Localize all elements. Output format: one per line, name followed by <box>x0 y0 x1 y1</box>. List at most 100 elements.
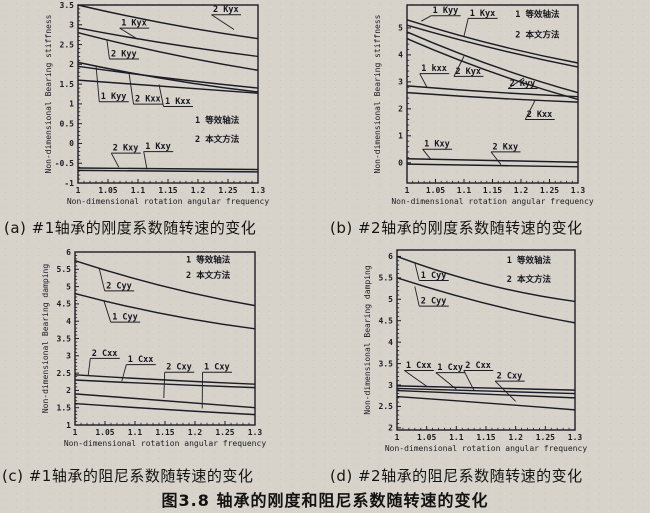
svg-text:1.25: 1.25 <box>215 428 234 437</box>
svg-text:Non-dimensional Bearing stiffn: Non-dimensional Bearing stiffness <box>373 14 382 173</box>
svg-text:Non-dimensional Bearing stiffn: Non-dimensional Bearing stiffness <box>44 14 53 173</box>
svg-text:6: 6 <box>66 248 71 257</box>
svg-text:4.5: 4.5 <box>379 317 394 326</box>
chart-d-panel: 1 1.05 1.1 1.15 1.2 1.25 1.3 6 5.5 5 4.5 4 3.5 3 2.5 2 1… <box>325 240 650 462</box>
svg-text:4.5: 4.5 <box>57 300 72 309</box>
svg-text:5: 5 <box>388 295 393 304</box>
svg-text:3.5: 3.5 <box>57 334 72 343</box>
svg-text:Non-dimensional rotation angul: Non-dimensional rotation angular frequen… <box>385 444 587 453</box>
svg-text:1 等效轴法: 1 等效轴法 <box>515 9 560 20</box>
svg-text:0.5: 0.5 <box>60 119 75 128</box>
svg-text:1 等效轴法: 1 等效轴法 <box>507 255 552 266</box>
chart-b-plot: 1 1.05 1.1 1.15 1.2 1.25 1.3 5 4 3 2 1 0 1 Kyy 1 Kyx 1 … <box>373 4 594 206</box>
svg-text:0: 0 <box>398 159 403 168</box>
svg-text:1: 1 <box>66 421 71 430</box>
svg-text:1.15: 1.15 <box>158 186 177 195</box>
svg-text:5: 5 <box>66 282 71 291</box>
svg-text:2 Kyx: 2 Kyx <box>213 5 239 15</box>
svg-text:5: 5 <box>398 24 403 33</box>
svg-text:2.5: 2.5 <box>57 369 72 378</box>
svg-text:Non-dimensional rotation angul: Non-dimensional rotation angular frequen… <box>67 197 269 206</box>
svg-text:1: 1 <box>73 428 78 437</box>
caption-chart-d: (d) #2轴承的阻尼系数随转速的变化 <box>330 467 583 485</box>
svg-text:1: 1 <box>395 433 400 442</box>
svg-text:2 Cxx: 2 Cxx <box>465 361 491 371</box>
svg-text:2: 2 <box>66 386 71 395</box>
svg-text:1.15: 1.15 <box>476 433 495 442</box>
svg-text:2: 2 <box>69 60 74 69</box>
svg-text:1 Kyx: 1 Kyx <box>470 9 496 19</box>
svg-text:1.05: 1.05 <box>426 186 445 195</box>
svg-text:3.5: 3.5 <box>379 359 394 368</box>
svg-text:1.1: 1.1 <box>128 428 143 437</box>
svg-text:1 Cyy: 1 Cyy <box>112 312 138 322</box>
svg-text:3.5: 3.5 <box>60 1 75 10</box>
svg-text:Non-dimensional Bearing dampin: Non-dimensional Bearing damping <box>41 264 50 413</box>
svg-text:1.2: 1.2 <box>508 433 523 442</box>
svg-text:1 等效轴法: 1 等效轴法 <box>186 254 231 265</box>
svg-text:1 Cxx: 1 Cxx <box>128 355 154 365</box>
svg-text:1.25: 1.25 <box>540 186 559 195</box>
svg-text:2 Kxy: 2 Kxy <box>493 142 519 152</box>
svg-text:1.25: 1.25 <box>536 433 555 442</box>
svg-text:1 Cxy: 1 Cxy <box>204 363 230 373</box>
svg-text:1: 1 <box>398 132 403 141</box>
svg-text:1.15: 1.15 <box>483 186 502 195</box>
svg-text:-1: -1 <box>64 179 74 188</box>
svg-text:2: 2 <box>388 424 393 433</box>
chart-a-plot: 1 1.05 1.1 1.15 1.2 1.25 1.3 3.5 3 2.5 2 1.5 1 0.5 0 -0… <box>44 1 269 206</box>
svg-text:1: 1 <box>69 100 74 109</box>
svg-text:1.05: 1.05 <box>98 186 117 195</box>
svg-text:Non-dimensional rotation angul: Non-dimensional rotation angular frequen… <box>391 197 593 206</box>
svg-text:0: 0 <box>69 139 74 148</box>
svg-text:1.2: 1.2 <box>188 428 203 437</box>
svg-text:1 kxx: 1 kxx <box>421 64 447 74</box>
svg-text:4: 4 <box>398 51 403 60</box>
chart-a-panel: 1 1.05 1.1 1.15 1.2 1.25 1.3 3.5 3 2.5 2 1.5 1 0.5 0 -0… <box>0 0 325 215</box>
svg-text:1.05: 1.05 <box>417 433 436 442</box>
svg-text:2: 2 <box>398 105 403 114</box>
svg-text:3: 3 <box>66 352 71 361</box>
svg-text:Non-dimensional Bearing dampin: Non-dimensional Bearing damping <box>363 265 372 414</box>
svg-text:1 Kxy: 1 Kxy <box>424 140 450 150</box>
svg-text:-0.5: -0.5 <box>55 159 74 168</box>
svg-text:2 Cyy: 2 Cyy <box>106 281 132 291</box>
svg-text:2 Kyy: 2 Kyy <box>111 49 137 59</box>
caption-chart-b: (b) #2轴承的刚度系数随转速的变化 <box>330 219 583 237</box>
svg-text:1 Cxy: 1 Cxy <box>437 363 463 373</box>
svg-text:1 Cyy: 1 Cyy <box>421 271 447 281</box>
svg-text:1: 1 <box>76 186 81 195</box>
caption-chart-c: (c) #1轴承的阻尼系数随转速的变化 <box>2 467 254 485</box>
svg-text:1.5: 1.5 <box>60 80 75 89</box>
svg-text:Non-dimensional rotation angul: Non-dimensional rotation angular frequen… <box>64 439 266 448</box>
svg-text:2.5: 2.5 <box>379 402 394 411</box>
svg-text:1.3: 1.3 <box>568 433 583 442</box>
svg-text:2 本文方法: 2 本文方法 <box>515 29 560 40</box>
svg-text:1.2: 1.2 <box>191 186 206 195</box>
svg-text:3: 3 <box>388 381 393 390</box>
chart-b-panel: 1 1.05 1.1 1.15 1.2 1.25 1.3 5 4 3 2 1 0 1 Kyy 1 Kyx 1 … <box>325 0 650 215</box>
svg-text:2 本文方法: 2 本文方法 <box>186 270 231 281</box>
svg-text:2 Kxx: 2 Kxx <box>135 95 161 105</box>
svg-text:1.1: 1.1 <box>449 433 464 442</box>
svg-text:1.3: 1.3 <box>248 428 263 437</box>
svg-text:1: 1 <box>405 186 410 195</box>
svg-text:1 Kxy: 1 Kxy <box>145 142 171 152</box>
chart-c-panel: 1 1.05 1.1 1.15 1.2 1.25 1.3 6 5.5 5 4.5 4 3.5 3 2.5 2 1… <box>0 240 325 462</box>
svg-text:1 Kyy: 1 Kyy <box>101 92 127 102</box>
svg-text:1 Kxx: 1 Kxx <box>165 97 191 107</box>
svg-text:1.05: 1.05 <box>95 428 114 437</box>
svg-text:1.15: 1.15 <box>155 428 174 437</box>
caption-chart-a: (a) #1轴承的刚度系数随转速的变化 <box>4 219 257 237</box>
svg-text:2 Kyx: 2 Kyx <box>455 67 481 77</box>
svg-text:2 Cyy: 2 Cyy <box>421 297 447 307</box>
svg-text:1.3: 1.3 <box>251 186 266 195</box>
svg-text:1 Cxx: 1 Cxx <box>406 361 432 371</box>
chart-d-plot: 1 1.05 1.1 1.15 1.2 1.25 1.3 6 5.5 5 4.5 4 3.5 3 2.5 2 1… <box>363 249 587 453</box>
svg-text:2.5: 2.5 <box>60 40 75 49</box>
svg-text:1 Kyx: 1 Kyx <box>121 19 147 29</box>
chart-c-plot: 1 1.05 1.1 1.15 1.2 1.25 1.3 6 5.5 5 4.5 4 3.5 3 2.5 2 1… <box>41 248 266 448</box>
svg-text:2 Kxy: 2 Kxy <box>113 144 139 154</box>
svg-text:1.1: 1.1 <box>457 186 472 195</box>
